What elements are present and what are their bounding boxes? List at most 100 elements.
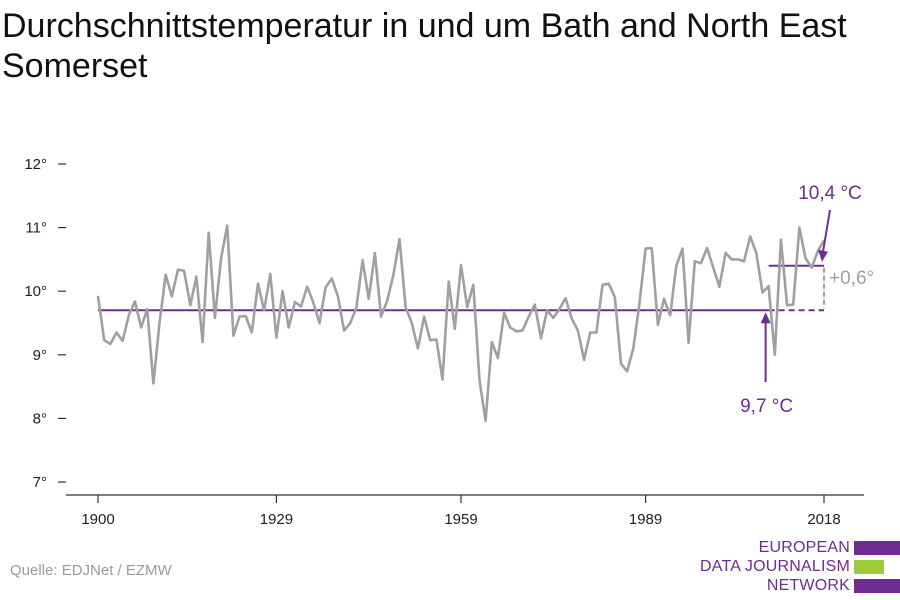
data-point-1982 [601,284,604,286]
data-point-1971 [534,303,536,306]
data-point-1943 [361,259,364,261]
data-point-1917 [201,341,204,343]
data-point-2009 [767,285,770,287]
baseline-label: 9,7 °C [740,396,793,417]
data-point-1915 [189,304,192,307]
data-point-1974 [552,317,555,319]
data-point-2011 [780,238,782,241]
data-point-1968 [515,330,518,333]
data-point-2000 [712,266,715,269]
data-point-1910 [158,322,161,324]
data-point-1901 [103,339,105,342]
data-point-2003 [730,258,733,261]
data-point-2016 [810,266,813,269]
data-point-1952 [417,347,419,350]
data-point-1948 [392,274,395,277]
data-point-1900 [97,295,99,298]
recent-arrow-head [818,249,828,262]
data-point-1985 [620,362,622,365]
data-point-1967 [509,326,512,329]
difference-label: +0,6° [829,268,874,289]
data-point-1904 [121,340,124,342]
logo-line-1: EUROPEAN [758,539,850,556]
data-point-1958 [454,327,456,330]
data-point-1972 [540,337,542,340]
data-point-1953 [423,315,425,318]
data-point-1988 [638,303,641,305]
data-point-1957 [447,280,450,283]
data-point-1970 [527,315,530,318]
data-point-1927 [263,309,265,312]
data-point-1983 [607,282,610,285]
data-point-2004 [737,258,739,261]
data-point-1999 [706,247,708,249]
data-point-1998 [700,262,702,265]
data-point-1922 [232,334,235,337]
data-point-1937 [324,286,327,289]
data-point-1908 [146,308,148,310]
data-point-1919 [214,317,216,319]
data-point-1921 [226,224,228,227]
data-point-1986 [626,370,628,373]
source-note: Quelle: EDJNet / EZMW [10,562,172,579]
chart-title: Durchschnittstemperatur in und um Bath a… [2,7,847,85]
data-point-1990 [650,247,653,249]
data-point-1996 [687,341,690,344]
data-point-1954 [429,339,432,342]
data-point-1936 [318,322,321,324]
x-axis: 1900 1929 1959 1989 2018 [66,494,864,528]
data-point-1929 [275,336,278,339]
data-point-1984 [614,296,616,298]
data-point-1925 [251,331,253,334]
y-tick-label: 7° [33,474,47,491]
data-point-1963 [484,420,487,422]
data-point-1905 [128,314,130,317]
y-axis: 7° 8° 9° 10° 11° 12° [24,156,66,491]
data-point-1978 [577,329,579,332]
y-tick-label: 8° [33,410,47,427]
data-point-2006 [749,235,751,238]
data-point-2002 [724,252,727,254]
data-point-1969 [521,329,524,332]
y-tick-label: 11° [25,220,47,237]
logo-line-2: DATA JOURNALISM [700,558,850,575]
data-point-2012 [786,304,788,307]
data-point-1987 [632,347,635,350]
data-point-1947 [386,299,389,302]
data-point-1946 [380,315,382,318]
logo-bar-2 [854,560,884,574]
data-point-1935 [312,301,315,304]
data-point-1928 [269,273,272,275]
data-point-1997 [694,260,696,263]
data-point-1930 [281,290,284,293]
data-point-1940 [343,329,345,332]
data-point-1949 [398,238,401,240]
data-point-1976 [564,297,567,300]
edjnet-logo: EUROPEAN DATA JOURNALISM NETWORK [700,538,900,598]
data-point-1975 [558,308,561,310]
data-point-1931 [287,326,290,329]
data-point-1911 [164,273,167,276]
x-tick-label: 1959 [444,511,477,528]
temperature-series [96,224,826,423]
data-point-1973 [546,309,548,312]
data-point-1938 [331,277,333,280]
data-point-2014 [798,226,801,229]
data-point-1909 [152,382,155,385]
recent-arrow-shaft [822,209,831,252]
data-point-1951 [411,322,413,324]
data-point-2005 [743,260,745,263]
data-point-1914 [183,270,185,272]
data-point-2008 [761,291,764,294]
data-point-1992 [663,298,665,300]
data-point-2013 [792,303,794,306]
logo-bar-3 [854,579,900,593]
data-point-1902 [109,343,112,345]
data-point-1959 [460,264,462,266]
data-point-1980 [589,331,591,334]
y-tick-label: 10° [24,283,47,300]
data-point-1924 [244,315,247,317]
data-point-1995 [681,247,684,250]
logo-line-3: NETWORK [766,577,850,594]
data-point-1906 [134,300,136,303]
